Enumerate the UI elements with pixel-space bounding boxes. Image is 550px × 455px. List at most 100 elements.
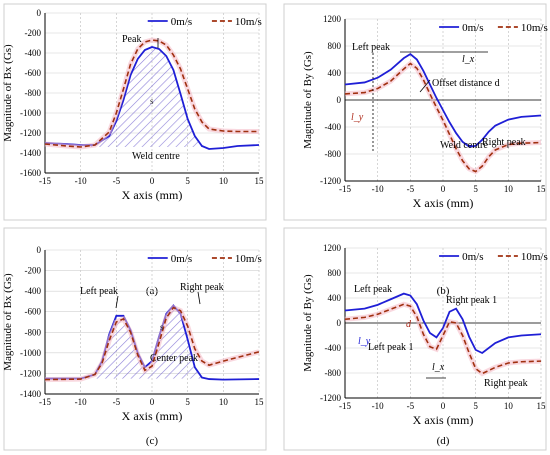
panel-label: (d) xyxy=(437,435,450,447)
panel-frame xyxy=(283,3,547,221)
annotation: s xyxy=(160,322,164,332)
legend-label: 10m/s xyxy=(235,16,262,28)
x-tick-label: 10 xyxy=(504,184,514,194)
y-tick-label: -800 xyxy=(325,368,342,378)
panel-frame xyxy=(3,227,267,451)
x-tick-label: 0 xyxy=(441,184,446,194)
legend-label: 10m/s xyxy=(521,22,548,34)
y-tick-label: -200 xyxy=(25,28,42,38)
y-tick-label: -600 xyxy=(25,68,42,78)
legend-label: 0m/s xyxy=(171,16,192,28)
annotation: Center peak xyxy=(150,353,198,364)
y-axis-label: Magnitude of Bx (Gs) xyxy=(2,44,14,142)
x-tick-label: -5 xyxy=(113,176,121,186)
y-tick-label: 0 xyxy=(337,95,342,105)
legend-label: 10m/s xyxy=(235,253,262,265)
annotation: Left peak xyxy=(352,42,390,53)
annotation: Offset distance d xyxy=(432,78,500,89)
hatched-area xyxy=(87,47,217,147)
x-tick-label: -10 xyxy=(372,184,384,194)
y-tick-label: 0 xyxy=(37,245,42,255)
y-tick-label: -1200 xyxy=(20,368,41,378)
annotation: Left peak xyxy=(354,284,392,295)
series-line-1 xyxy=(344,292,542,355)
x-tick-label: -15 xyxy=(339,401,351,411)
series-line-1 xyxy=(344,52,542,148)
x-tick-label: 0 xyxy=(441,401,446,411)
y-tick-label: -400 xyxy=(325,343,342,353)
series-line-2 xyxy=(344,303,542,375)
annotation: Right peak xyxy=(482,137,526,148)
x-tick-label: 5 xyxy=(185,176,190,186)
y-axis-label: Magnitude of By (Gs) xyxy=(302,51,314,149)
annotation: Weld centre xyxy=(440,140,488,151)
legend-label: 0m/s xyxy=(462,22,483,34)
annotation: s xyxy=(150,96,154,106)
y-tick-label: -1400 xyxy=(20,148,41,158)
annotation-line xyxy=(197,291,201,305)
annotation: d xyxy=(406,319,412,330)
annotation: Peak xyxy=(122,34,141,45)
annotation: Weld centre xyxy=(132,151,180,162)
x-tick-label: -10 xyxy=(75,176,87,186)
y-tick-label: -1600 xyxy=(20,168,41,178)
x-tick-label: -10 xyxy=(75,397,87,407)
legend-label: 10m/s xyxy=(521,251,548,263)
y-tick-label: 400 xyxy=(328,293,342,303)
legend-label: 0m/s xyxy=(171,253,192,265)
x-axis-label: X axis (mm) xyxy=(122,188,183,202)
annotation: l_y xyxy=(358,336,371,347)
y-tick-label: -800 xyxy=(25,88,42,98)
annotation: Right peak 1 xyxy=(446,295,497,306)
y-tick-label: 1200 xyxy=(323,243,342,253)
y-tick-label: -800 xyxy=(25,327,42,337)
series-line-2 xyxy=(44,306,260,381)
x-axis-label: X axis (mm) xyxy=(413,413,474,427)
series-line-2 xyxy=(344,62,542,173)
y-tick-label: -1400 xyxy=(20,389,41,399)
y-tick-label: -200 xyxy=(25,266,42,276)
panel-label: (c) xyxy=(146,435,159,447)
x-axis-label: X axis (mm) xyxy=(122,409,183,423)
annotation: Right peak xyxy=(180,282,224,293)
legend-label: 0m/s xyxy=(462,251,483,263)
y-axis-label: Magnitude of Bx (Gs) xyxy=(2,273,14,371)
y-tick-label: -800 xyxy=(325,149,342,159)
y-tick-label: -400 xyxy=(25,286,42,296)
y-tick-label: -600 xyxy=(25,307,42,317)
y-axis-label: Magnitude of By (Gs) xyxy=(302,274,314,372)
x-tick-label: -5 xyxy=(407,184,415,194)
annotation: Right peak xyxy=(484,378,528,389)
x-tick-label: 0 xyxy=(150,176,155,186)
hatched-area xyxy=(87,305,217,379)
annotation: l_x xyxy=(432,362,445,373)
y-tick-label: -1200 xyxy=(320,393,341,403)
y-tick-label: -1000 xyxy=(20,108,41,118)
y-tick-label: 1200 xyxy=(323,14,342,24)
y-tick-label: 800 xyxy=(328,268,342,278)
y-tick-label: 0 xyxy=(337,318,342,328)
x-tick-label: 10 xyxy=(504,401,514,411)
x-tick-label: 10 xyxy=(219,176,229,186)
x-tick-label: -5 xyxy=(113,397,121,407)
chart-panel-4: -15 -10 -5 0 5 10 15 1200 800 400 0 -400 -800 -1200 X … xyxy=(283,227,548,451)
y-tick-label: -1200 xyxy=(20,128,41,138)
y-tick-label: -400 xyxy=(325,122,342,132)
x-tick-label: 10 xyxy=(219,397,229,407)
y-tick-label: -1200 xyxy=(320,176,341,186)
y-tick-label: 0 xyxy=(37,8,42,18)
annotation: l_x xyxy=(462,54,475,65)
x-tick-label: 5 xyxy=(185,397,190,407)
annotation-line xyxy=(419,79,431,93)
x-tick-label: 5 xyxy=(473,401,478,411)
annotation: Left peak xyxy=(80,286,118,297)
series-line-2 xyxy=(44,39,259,148)
panel-label: (b) xyxy=(437,285,450,297)
x-tick-label: -15 xyxy=(39,397,51,407)
x-tick-label: 15 xyxy=(255,176,265,186)
y-tick-label: -400 xyxy=(25,48,42,58)
x-tick-label: 0 xyxy=(150,397,155,407)
chart-panel-3: -15 -10 -5 0 5 10 15 0 -200 -400 -600 -800 -1000 -120… xyxy=(2,227,267,451)
chart-panel-1: -15 -10 -5 0 5 10 15 0 -200 -400 -600 -800 -1000 -120… xyxy=(2,3,267,297)
